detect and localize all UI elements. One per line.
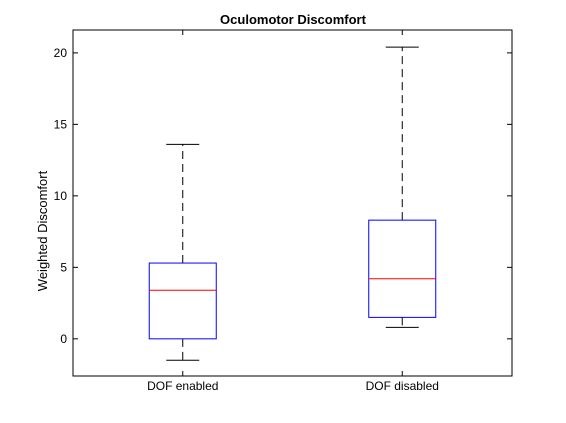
y-tick-label: 10 <box>54 189 68 203</box>
interquartile-box <box>148 262 217 340</box>
plot-area-frame <box>72 29 513 377</box>
y-tick-label: 20 <box>54 46 68 60</box>
y-tick-label: 0 <box>60 332 67 346</box>
x-tick-label: DOF enabled <box>147 379 218 393</box>
y-axis-label: Weighted Discomfort <box>35 170 50 291</box>
box-group <box>148 143 217 361</box>
x-axis-ticks: DOF enabled DOF disabled <box>147 30 439 393</box>
box-series <box>148 46 437 361</box>
chart-title: Oculomotor Discomfort <box>220 12 367 27</box>
interquartile-box <box>368 219 437 318</box>
x-tick-label: DOF disabled <box>366 379 439 393</box>
y-tick-label: 5 <box>60 260 67 274</box>
box-group <box>368 46 437 328</box>
y-tick-label: 15 <box>54 117 68 131</box>
y-axis-ticks: 0 5 10 15 20 <box>54 46 512 346</box>
